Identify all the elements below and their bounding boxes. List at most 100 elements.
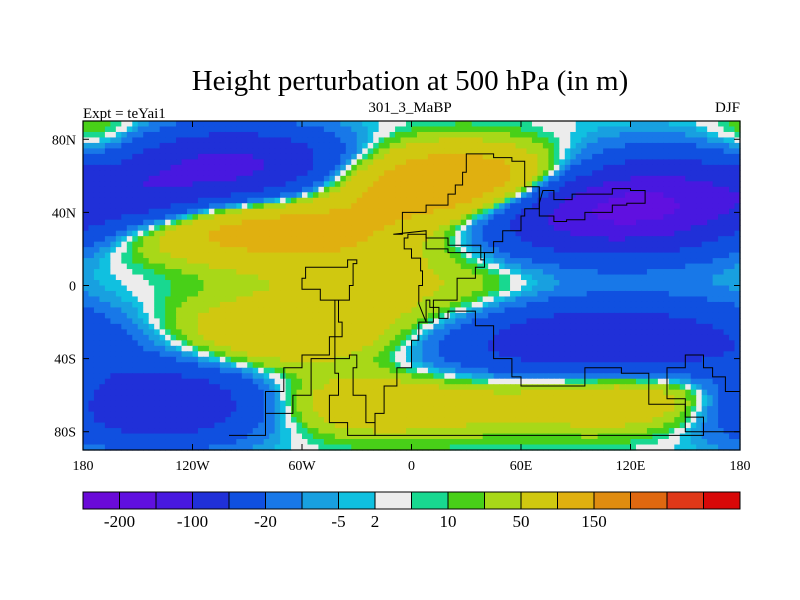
field-cell xyxy=(302,290,309,298)
field-cell xyxy=(449,170,456,177)
field-cell xyxy=(603,186,610,193)
field-cell xyxy=(411,219,418,226)
field-cell xyxy=(586,214,593,221)
field-cell xyxy=(674,252,681,259)
field-cell xyxy=(373,131,380,139)
field-cell xyxy=(389,285,396,292)
field-cell xyxy=(165,269,172,276)
field-cell xyxy=(646,307,653,314)
field-cell xyxy=(493,334,500,341)
field-cell xyxy=(455,164,462,171)
field-cell xyxy=(291,148,298,155)
field-cell xyxy=(477,258,484,265)
field-cell xyxy=(406,203,413,210)
field-cell xyxy=(203,280,210,287)
field-cell xyxy=(192,285,199,292)
field-cell xyxy=(230,345,237,352)
field-cell xyxy=(416,340,424,347)
field-cell xyxy=(674,258,681,265)
field-cell xyxy=(132,318,139,325)
field-cell xyxy=(406,126,413,133)
field-cell xyxy=(608,121,615,128)
field-cell xyxy=(230,192,237,199)
field-cell xyxy=(176,181,183,188)
field-cell xyxy=(652,164,659,171)
field-cell xyxy=(280,274,287,281)
field-cell xyxy=(411,318,418,325)
field-cell xyxy=(488,175,495,182)
field-cell xyxy=(460,181,467,188)
field-cell xyxy=(416,214,424,221)
field-cell xyxy=(701,296,708,303)
field-cell xyxy=(345,219,352,226)
field-cell xyxy=(674,236,681,243)
field-cell xyxy=(132,137,139,144)
field-cell xyxy=(307,269,314,276)
field-cell xyxy=(499,290,506,298)
field-cell xyxy=(433,126,440,133)
field-cell xyxy=(329,345,336,352)
field-cell xyxy=(126,269,133,276)
field-cell xyxy=(143,247,150,254)
field-cell xyxy=(477,296,484,303)
field-cell xyxy=(137,258,144,265)
field-cell xyxy=(181,263,188,270)
field-cell xyxy=(488,121,495,128)
field-cell xyxy=(334,274,341,281)
field-cell xyxy=(444,241,451,248)
field-cell xyxy=(592,241,599,248)
field-cell xyxy=(449,296,456,303)
field-cell xyxy=(614,186,621,193)
field-cell xyxy=(723,186,730,193)
field-cell xyxy=(318,219,325,226)
field-cell xyxy=(646,164,653,171)
field-cell xyxy=(126,159,133,166)
field-cell xyxy=(685,148,692,155)
field-cell xyxy=(241,241,248,248)
field-cell xyxy=(608,214,615,221)
field-cell xyxy=(603,296,610,303)
field-cell xyxy=(597,142,604,150)
field-cell xyxy=(685,214,692,221)
field-cell xyxy=(526,131,533,139)
field-cell xyxy=(351,241,358,248)
field-cell xyxy=(99,252,106,259)
field-cell xyxy=(274,340,281,347)
field-cell xyxy=(291,247,298,254)
field-cell xyxy=(110,203,117,210)
field-cell xyxy=(219,192,226,199)
field-cell xyxy=(422,148,429,155)
field-cell xyxy=(718,252,725,259)
field-cell xyxy=(553,258,560,265)
field-cell xyxy=(137,170,144,177)
field-cell xyxy=(663,203,670,210)
field-cell xyxy=(411,285,418,292)
field-cell xyxy=(493,197,500,204)
field-cell xyxy=(444,252,451,259)
field-cell xyxy=(449,329,456,336)
field-cell xyxy=(712,126,719,133)
field-cell xyxy=(351,192,358,199)
field-cell xyxy=(614,247,621,254)
field-cell xyxy=(521,285,528,292)
field-cell xyxy=(329,307,336,314)
field-cell xyxy=(641,329,648,336)
field-cell xyxy=(701,159,708,166)
field-cell xyxy=(121,334,128,341)
field-cell xyxy=(422,340,429,347)
field-cell xyxy=(614,301,621,309)
field-cell xyxy=(307,164,314,171)
field-cell xyxy=(679,137,686,144)
field-cell xyxy=(575,186,582,193)
field-cell xyxy=(438,252,445,259)
field-cell xyxy=(657,247,664,254)
field-cell xyxy=(159,208,166,215)
field-cell xyxy=(466,241,473,248)
field-cell xyxy=(351,290,358,298)
field-cell xyxy=(176,241,183,248)
field-cell xyxy=(707,280,714,287)
field-cell xyxy=(345,131,352,139)
field-cell xyxy=(83,345,90,352)
field-cell xyxy=(252,252,259,259)
field-cell xyxy=(586,241,593,248)
